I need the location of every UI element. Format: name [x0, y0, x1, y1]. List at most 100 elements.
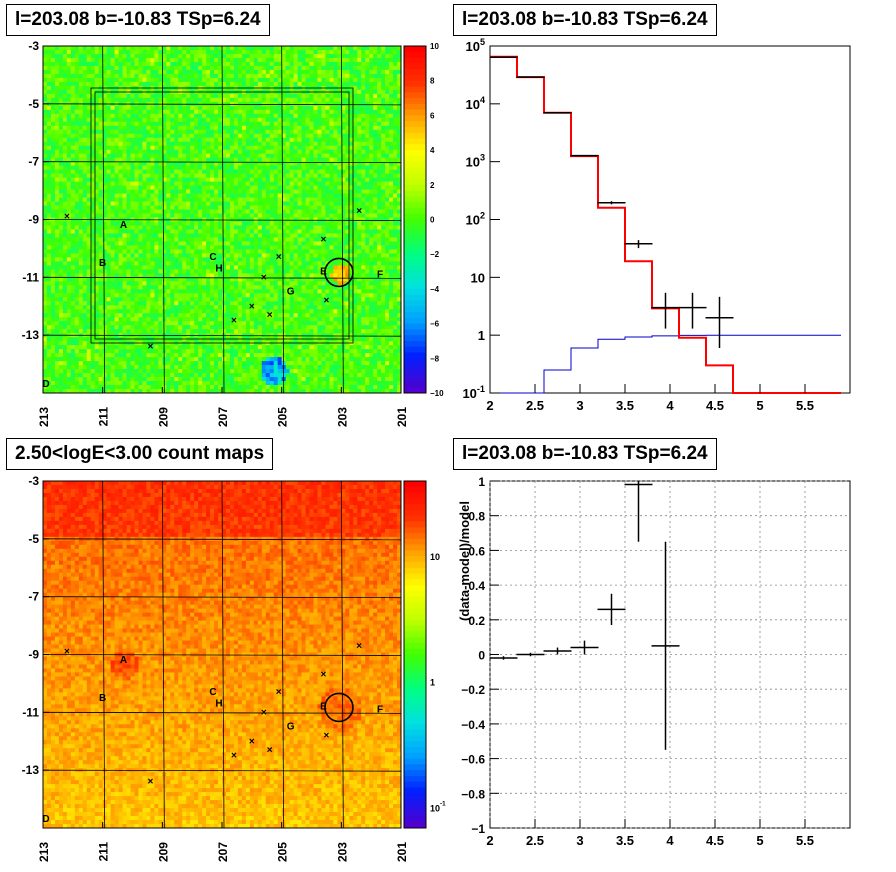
map-pixel — [265, 49, 271, 55]
map-pixel — [321, 81, 326, 87]
map-pixel — [225, 117, 231, 123]
map-pixel — [50, 201, 56, 206]
map-pixel — [222, 69, 227, 75]
map-pixel — [98, 153, 104, 159]
map-pixel — [98, 121, 104, 127]
map-pixel — [186, 253, 191, 258]
map-pixel — [353, 161, 358, 167]
map-pixel — [150, 81, 155, 87]
map-pixel — [50, 249, 56, 254]
map-pixel — [94, 241, 100, 246]
map-pixel — [273, 105, 279, 111]
map-pixel — [345, 53, 350, 59]
map-pixel — [241, 137, 247, 143]
map-pixel — [245, 177, 251, 183]
map-pixel — [150, 193, 155, 198]
map-pixel — [58, 261, 64, 266]
map-pixel — [313, 101, 318, 107]
map-pixel — [297, 46, 302, 51]
map-pixel — [261, 209, 267, 214]
map-pixel — [138, 113, 143, 119]
map-pixel — [174, 229, 179, 234]
map-pixel — [90, 197, 96, 202]
map-pixel — [50, 253, 56, 258]
map-pixel — [58, 201, 64, 206]
map-pixel — [74, 253, 80, 258]
map-pixel — [94, 265, 100, 270]
map-pixel — [349, 229, 354, 234]
map-pixel — [321, 129, 326, 135]
map-pixel — [329, 157, 334, 163]
map-pixel — [86, 105, 92, 111]
map-pixel — [82, 253, 88, 258]
map-pixel — [349, 209, 354, 214]
map-pixel — [249, 257, 255, 262]
map-pixel — [269, 193, 275, 198]
map-pixel — [265, 73, 271, 79]
map-pixel — [218, 73, 223, 79]
map-pixel — [281, 49, 287, 55]
map-pixel — [146, 265, 151, 270]
map-pixel — [365, 205, 370, 210]
map-pixel — [393, 185, 398, 190]
map-pixel — [58, 113, 64, 119]
map-pixel — [222, 57, 227, 63]
map-pixel — [293, 237, 298, 242]
map-pixel — [261, 46, 267, 51]
map-pixel — [130, 157, 135, 163]
map-pixel — [102, 46, 108, 51]
map-pixel — [170, 113, 175, 119]
map-pixel — [361, 81, 366, 87]
map-pixel — [118, 205, 123, 210]
map-pixel — [58, 61, 64, 67]
map-pixel — [253, 109, 259, 115]
map-pixel — [253, 105, 259, 111]
map-pixel — [43, 69, 48, 75]
map-pixel — [369, 213, 374, 218]
map-pixel — [62, 157, 68, 163]
map-pixel — [58, 105, 64, 111]
map-pixel — [341, 49, 346, 55]
map-pixel — [186, 149, 191, 155]
map-pixel — [233, 245, 239, 250]
map-pixel — [134, 157, 139, 163]
map-pixel — [190, 77, 195, 83]
map-pixel — [385, 145, 390, 151]
map-pixel — [381, 121, 386, 127]
map-pixel — [86, 169, 92, 175]
map-pixel — [333, 105, 338, 111]
map-pixel — [90, 213, 96, 218]
map-pixel — [118, 125, 123, 131]
map-pixel — [122, 197, 127, 202]
map-pixel — [178, 65, 183, 71]
map-pixel — [170, 57, 175, 63]
map-pixel — [325, 161, 330, 167]
map-pixel — [281, 57, 287, 63]
map-pixel — [134, 105, 139, 111]
map-pixel — [158, 117, 163, 123]
map-pixel — [369, 153, 374, 159]
map-pixel — [377, 77, 382, 83]
map-pixel — [82, 69, 88, 75]
map-pixel — [126, 229, 131, 234]
map-pixel — [305, 173, 310, 179]
map-pixel — [166, 241, 171, 246]
map-pixel — [94, 229, 100, 234]
map-pixel — [281, 149, 287, 155]
map-pixel — [210, 73, 215, 79]
map-pixel — [214, 237, 219, 242]
map-pixel — [86, 145, 92, 151]
map-pixel — [98, 257, 104, 262]
map-pixel — [218, 253, 223, 258]
map-pixel — [62, 61, 68, 67]
map-pixel — [158, 161, 163, 167]
map-pixel — [313, 177, 318, 183]
map-pixel — [166, 265, 171, 270]
map-pixel — [214, 173, 219, 179]
map-pixel — [170, 261, 175, 266]
map-pixel — [285, 109, 291, 115]
map-pixel — [178, 157, 183, 163]
map-pixel — [361, 109, 366, 115]
map-pixel — [301, 241, 306, 246]
map-pixel — [325, 213, 330, 218]
